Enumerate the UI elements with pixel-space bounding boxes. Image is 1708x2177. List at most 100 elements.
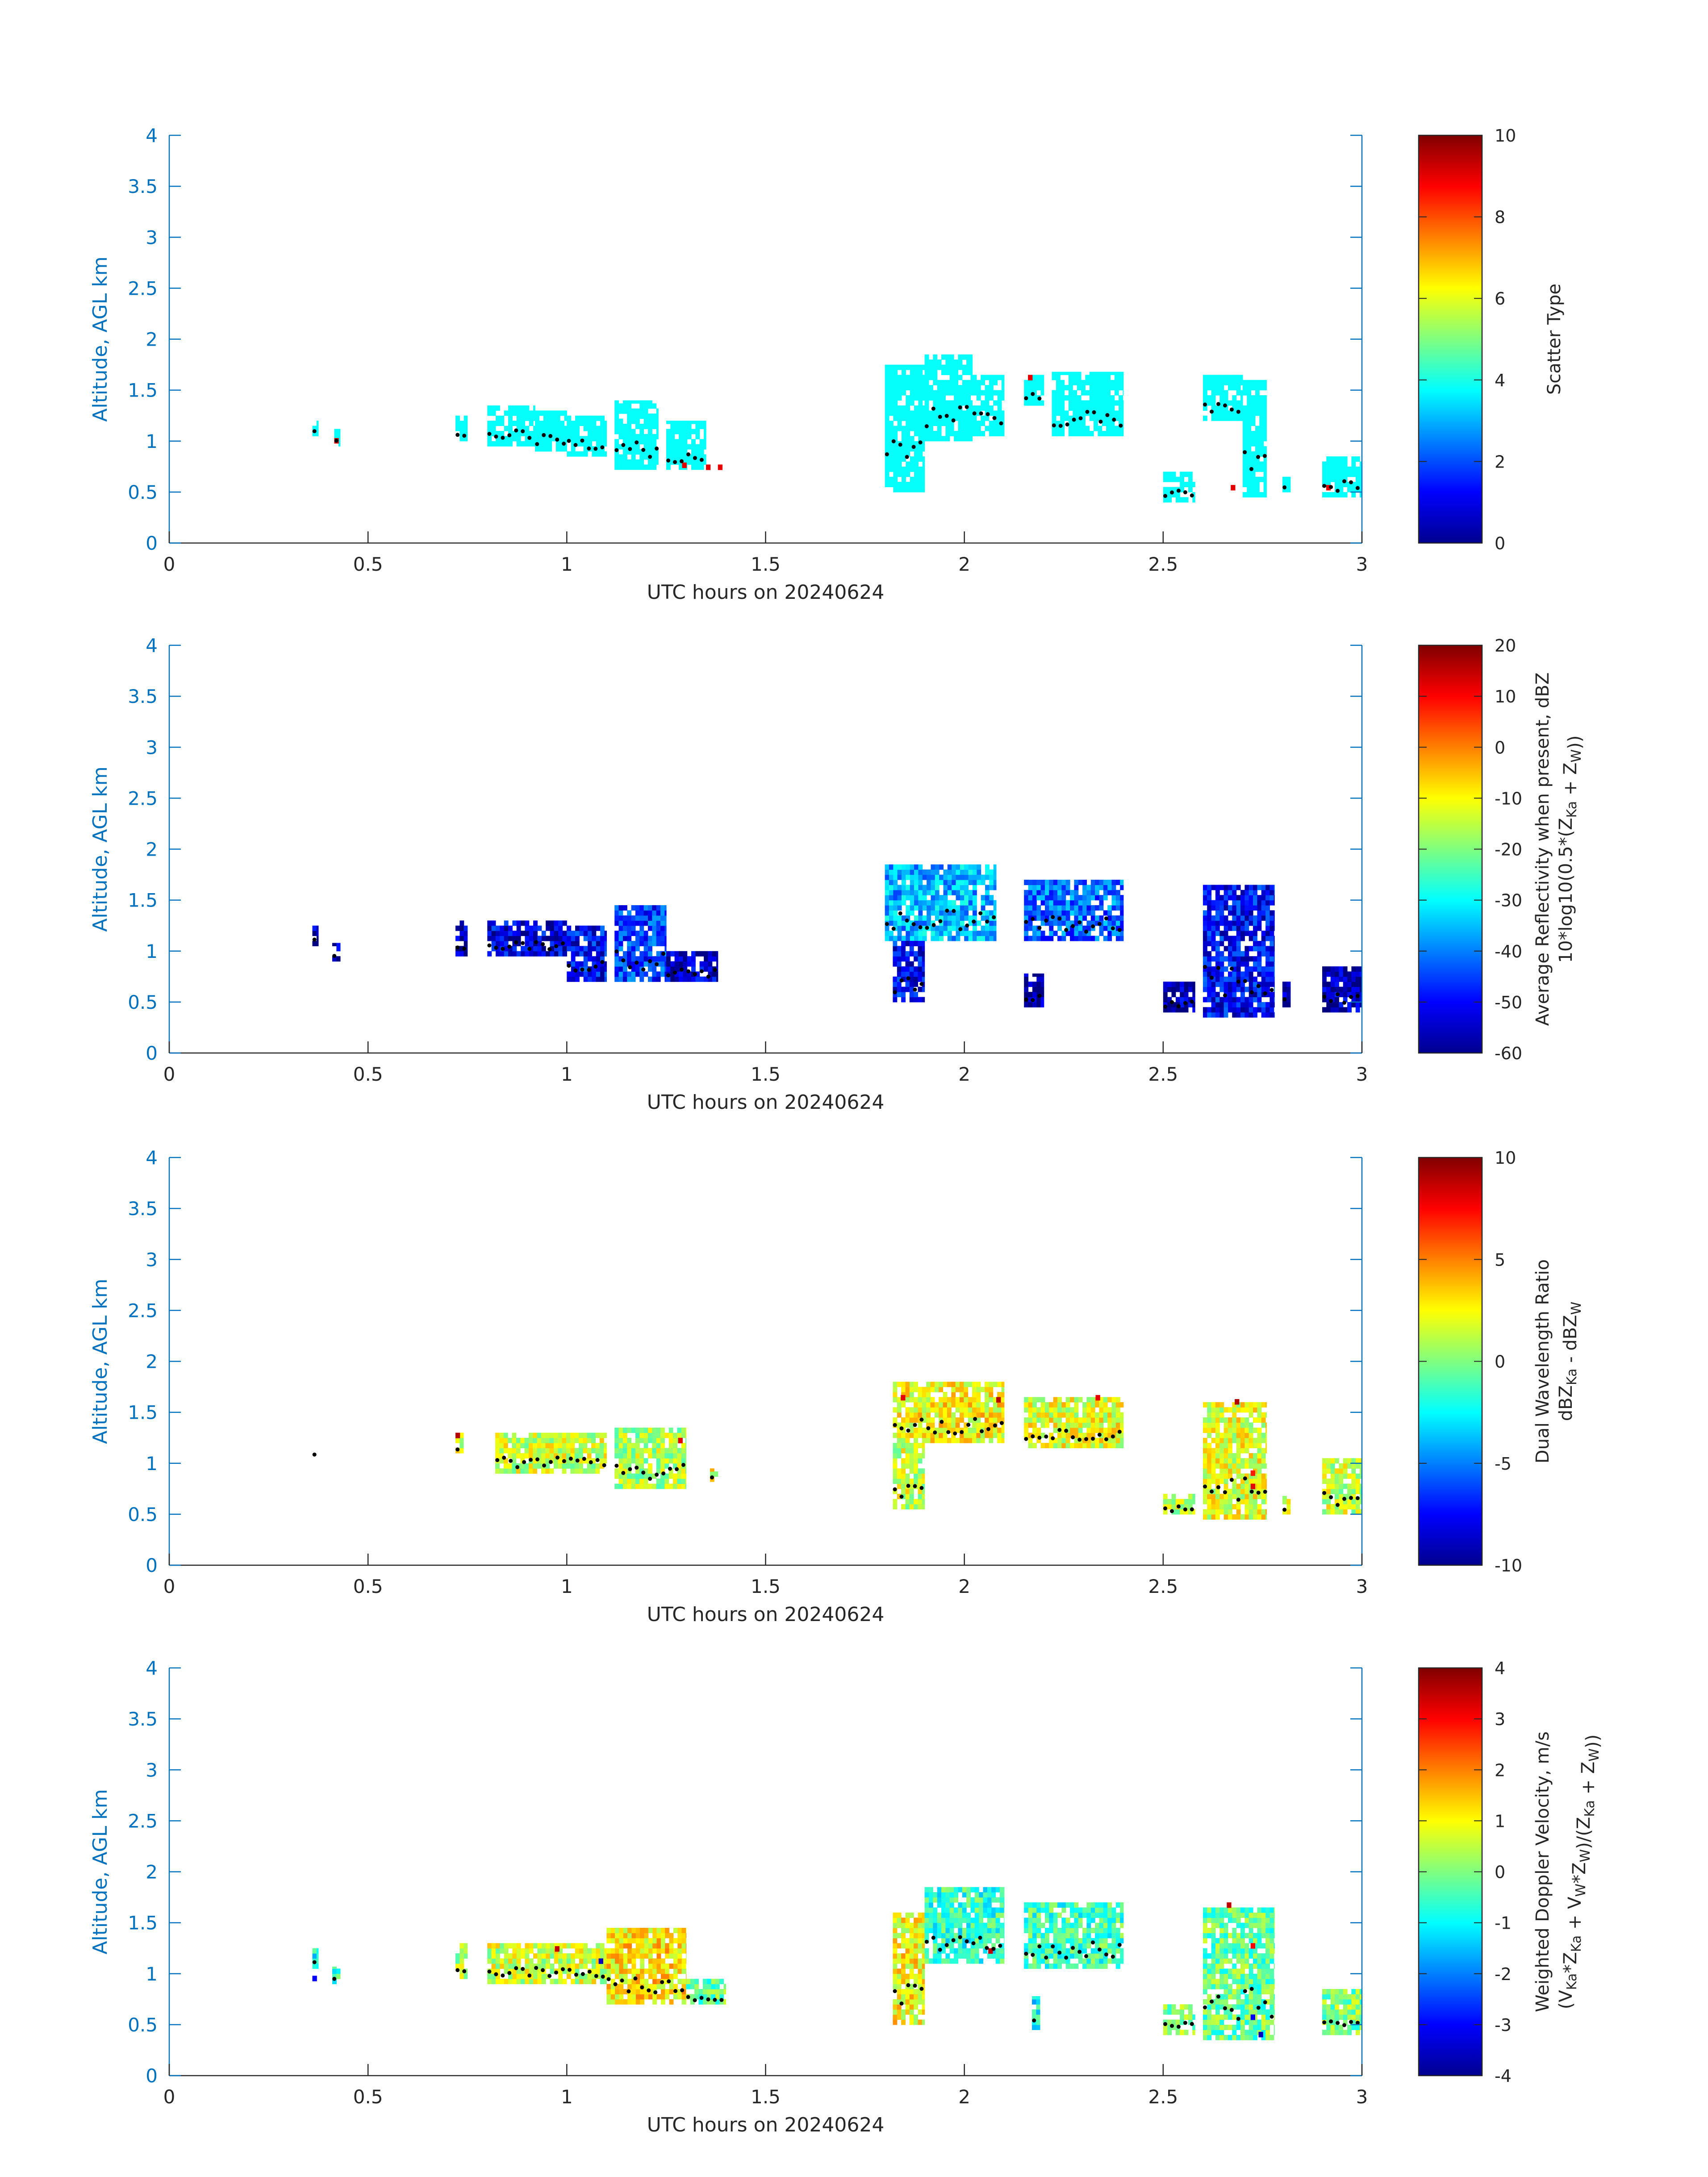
data-cell	[968, 1402, 973, 1408]
marker-dot	[924, 424, 929, 428]
data-cell	[1355, 1007, 1360, 1013]
data-cell	[1224, 1407, 1228, 1413]
marker-dot	[635, 961, 639, 965]
data-cell	[695, 449, 700, 455]
data-cell	[500, 430, 505, 436]
data-cell	[595, 1448, 600, 1454]
data-cell	[567, 925, 572, 931]
data-cell	[1219, 1412, 1224, 1418]
data-cell	[579, 931, 584, 936]
data-cell	[905, 971, 910, 977]
data-cell	[1263, 380, 1267, 385]
data-cell	[666, 449, 671, 455]
data-cell	[1219, 1437, 1224, 1443]
data-cell	[1259, 461, 1264, 467]
marker-dot	[1097, 922, 1102, 926]
data-cell	[914, 1458, 918, 1464]
data-cell	[1257, 1007, 1262, 1013]
marker-dot	[1084, 1437, 1088, 1442]
marker-dot	[1071, 1435, 1075, 1439]
data-cell	[529, 925, 534, 931]
data-cell	[972, 895, 977, 901]
data-cell	[1347, 992, 1352, 998]
data-cell	[941, 400, 946, 406]
data-cell	[972, 931, 977, 936]
data-cell	[1228, 895, 1232, 901]
data-cell	[635, 1473, 640, 1479]
marker-dot	[494, 435, 498, 439]
data-cell	[918, 1473, 923, 1479]
data-cell	[1114, 400, 1119, 406]
data-cell	[1236, 1407, 1241, 1413]
data-cell	[1040, 890, 1045, 895]
marker-dot	[992, 416, 997, 420]
data-cell	[1232, 1402, 1237, 1408]
data-cell	[1215, 1443, 1220, 1449]
data-cell	[596, 971, 601, 977]
data-cell	[1255, 430, 1260, 436]
data-cell	[954, 410, 958, 416]
data-cell	[588, 421, 592, 426]
data-cell	[1207, 1412, 1212, 1418]
data-cell	[893, 1453, 898, 1458]
data-cell	[524, 1443, 529, 1449]
data-cell	[972, 1422, 977, 1428]
data-cell	[993, 864, 997, 870]
data-cell	[901, 1458, 906, 1464]
data-cell	[1078, 895, 1083, 901]
data-cell	[560, 446, 565, 452]
data-cell	[631, 439, 636, 445]
data-cell	[1040, 1402, 1045, 1408]
data-cell	[889, 461, 894, 467]
data-cell	[1086, 1407, 1091, 1413]
data-cell	[1236, 415, 1241, 421]
data-cell	[1085, 405, 1090, 411]
data-cell	[1103, 1407, 1108, 1413]
marker-dot	[462, 946, 467, 951]
data-cell	[1244, 1488, 1249, 1494]
data-cell	[1326, 456, 1331, 462]
data-cell	[1032, 390, 1037, 396]
data-cell	[966, 354, 971, 360]
data-cell	[893, 400, 898, 406]
data-cell	[906, 364, 910, 370]
data-cell	[1203, 915, 1207, 921]
data-cell	[1056, 410, 1061, 416]
data-cell	[1032, 1422, 1037, 1428]
data-cell	[1120, 1437, 1124, 1443]
data-cell	[1255, 405, 1260, 411]
data-cell	[1261, 900, 1266, 906]
data-cell	[939, 925, 944, 931]
marker-dot	[992, 915, 996, 919]
data-cell	[614, 423, 619, 429]
data-cell	[1081, 390, 1086, 396]
data-cell	[525, 940, 530, 946]
data-cell	[574, 1437, 579, 1443]
data-cell	[1355, 466, 1360, 472]
data-cell	[972, 405, 977, 411]
data-cell	[1024, 974, 1029, 977]
data-cell	[1360, 986, 1362, 992]
data-cell	[1224, 936, 1228, 941]
data-cell	[588, 971, 592, 977]
data-cell	[1265, 1473, 1267, 1479]
data-cell	[1081, 400, 1086, 406]
data-cell	[1098, 372, 1102, 375]
data-cell	[926, 1437, 931, 1443]
data-cell	[1215, 956, 1220, 962]
data-cell	[914, 1479, 918, 1484]
data-cell	[635, 459, 640, 465]
data-cell	[1065, 1417, 1070, 1423]
data-cell	[652, 423, 657, 429]
data-cell	[1249, 1453, 1253, 1458]
data-cell	[964, 1382, 969, 1387]
data-cell	[652, 434, 657, 439]
data-cell	[897, 925, 902, 931]
data-cell	[1180, 997, 1185, 1003]
data-cell	[1028, 390, 1033, 396]
colorbar-tick-label: -30	[1495, 891, 1522, 911]
data-cell	[635, 910, 640, 916]
data-cell	[922, 1448, 925, 1454]
